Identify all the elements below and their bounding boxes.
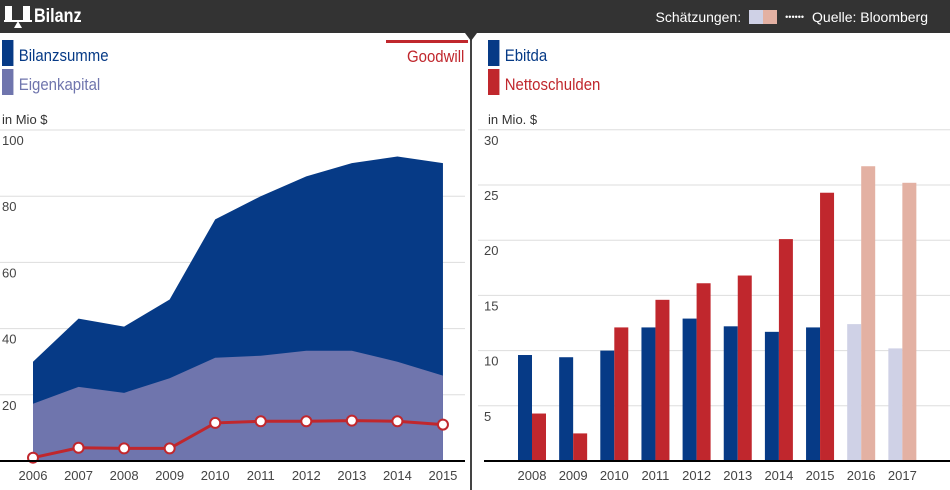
x-tick-label: 2012 (682, 468, 711, 483)
goodwill-point (391, 415, 404, 428)
y-tick-label: 60 (2, 265, 16, 280)
x-tick-label: 2010 (600, 468, 629, 483)
x-tick-label: 2006 (19, 468, 48, 483)
balance-scale-icon (4, 6, 32, 28)
y-tick-label: 20 (2, 398, 16, 413)
legend-bilanzsumme: Bilanzsumme (2, 40, 109, 66)
y-tick-label: 20 (484, 243, 498, 258)
source-text: Quelle: Bloomberg (812, 9, 928, 25)
y-tick-label: 15 (484, 298, 498, 313)
legend-nettoschulden: Nettoschulden (488, 69, 600, 95)
legend-ebitda: Ebitda (488, 40, 547, 66)
panel-divider (470, 33, 472, 490)
line-goodwill (32, 419, 444, 460)
bar-ebitda (847, 324, 862, 461)
y-tick-label: 100 (2, 133, 24, 148)
y-tick-label: 25 (484, 188, 498, 203)
goodwill-point (345, 414, 358, 427)
bar-ebitda (888, 348, 903, 461)
left-unit-label: in Mio $ (2, 112, 48, 127)
x-tick-label: 2009 (559, 468, 588, 483)
x-tick-label: 2013 (723, 468, 752, 483)
goodwill-point (163, 442, 176, 455)
x-tick-label: 2011 (641, 468, 669, 483)
x-tick-label: 2014 (383, 468, 412, 483)
legend-label: Goodwill (407, 47, 465, 66)
page-title: Bilanz (34, 6, 82, 27)
x-tick-label: 2014 (764, 468, 793, 483)
bar-ebitda (723, 326, 738, 461)
legend-label: Ebitda (504, 46, 548, 65)
bar-ebitda (559, 357, 574, 461)
bar-nettoschulden (696, 283, 711, 461)
bar-nettoschulden (902, 182, 917, 462)
goodwill-point (300, 415, 313, 428)
x-tick-label: 2011 (247, 468, 275, 483)
x-tick-label: 2017 (888, 468, 917, 483)
x-tick-label: 2010 (201, 468, 230, 483)
bar-ebitda (641, 327, 656, 461)
bar-nettoschulden (614, 327, 629, 461)
x-tick-label: 2015 (806, 468, 835, 483)
bar-ebitda (764, 331, 779, 461)
goodwill-point (72, 441, 85, 454)
y-tick-label: 40 (2, 332, 16, 347)
goodwill-point (118, 442, 131, 455)
legend-goodwill-line (386, 40, 468, 43)
estimates-legend: Schätzungen: •••••• Quelle: Bloomberg (656, 9, 928, 25)
y-tick-label: 10 (484, 354, 498, 369)
bar-nettoschulden (778, 239, 793, 461)
estimates-label: Schätzungen: (655, 9, 742, 25)
bar-ebitda (600, 350, 615, 461)
bar-nettoschulden (820, 192, 835, 461)
bar-nettoschulden (655, 299, 670, 461)
divider-pointer (465, 33, 477, 41)
y-tick-label: 80 (2, 199, 16, 214)
goodwill-point (436, 418, 449, 431)
x-tick-label: 2008 (110, 468, 139, 483)
x-tick-label: 2007 (64, 468, 93, 483)
x-tick-label: 2012 (292, 468, 321, 483)
header-bar: Bilanz Schätzungen: •••••• Quelle: Bloom… (0, 0, 950, 33)
bar-ebitda (806, 327, 821, 461)
y-tick-label: 5 (484, 409, 491, 424)
bar-ebitda (518, 355, 532, 461)
dots-marker: •••••• (785, 12, 805, 22)
legend-label: Nettoschulden (504, 75, 601, 94)
legend-label: Bilanzsumme (18, 46, 109, 65)
right-unit-label: in Mio. $ (488, 112, 538, 127)
legend-goodwill: Goodwill (407, 47, 464, 67)
legend-label: Eigenkapital (18, 75, 101, 94)
estimate-swatch (749, 10, 778, 24)
x-tick-label: 2016 (847, 468, 876, 483)
legend-eigenkapital: Eigenkapital (2, 69, 100, 95)
y-tick-label: 30 (484, 133, 498, 148)
bar-nettoschulden (532, 413, 546, 461)
bar-nettoschulden (861, 166, 876, 461)
x-tick-label: 2015 (428, 468, 457, 483)
x-tick-label: 2009 (155, 468, 184, 483)
goodwill-point (209, 416, 222, 429)
x-tick-label: 2013 (337, 468, 366, 483)
bar-ebitda (682, 318, 697, 461)
goodwill-point (254, 415, 267, 428)
bar-nettoschulden (573, 433, 588, 461)
area-eigenkapital (33, 350, 443, 461)
bar-nettoschulden (737, 275, 752, 461)
x-tick-label: 2008 (518, 468, 547, 483)
